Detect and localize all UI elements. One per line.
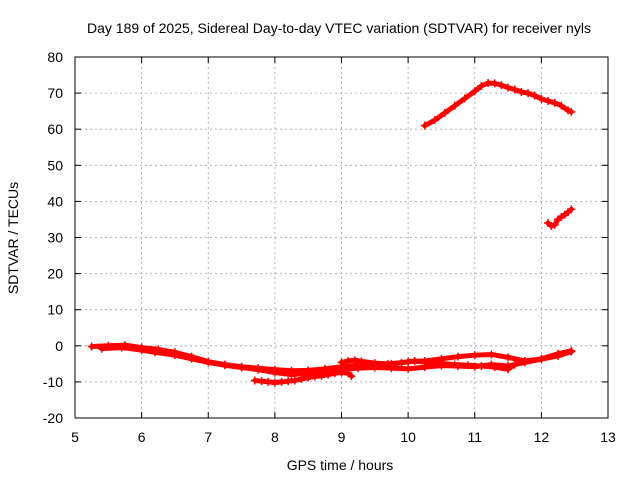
- y-tick-label: -10: [43, 374, 63, 390]
- data-point: [150, 348, 159, 357]
- gridlines: [75, 57, 608, 418]
- series-track-low-c: [250, 368, 356, 387]
- data-point: [550, 98, 559, 107]
- data-point: [384, 359, 393, 368]
- x-tick-label: 12: [534, 429, 550, 445]
- data-point: [454, 352, 463, 361]
- data-point: [297, 375, 306, 384]
- data-point: [304, 373, 313, 382]
- y-tick-label: 50: [47, 157, 63, 173]
- data-point: [420, 121, 429, 130]
- data-point: [87, 342, 96, 351]
- data-point: [97, 344, 106, 353]
- y-tick-label: 10: [47, 302, 63, 318]
- data-point: [450, 101, 459, 110]
- x-tick-label: 10: [400, 429, 416, 445]
- data-point: [524, 89, 533, 98]
- data-point: [397, 358, 406, 367]
- data-point: [450, 360, 459, 369]
- data-point: [487, 350, 496, 359]
- data-point: [464, 361, 473, 370]
- data-point: [510, 85, 519, 94]
- series-track-mid: [544, 205, 576, 230]
- data-point: [324, 370, 333, 379]
- data-series: [87, 78, 576, 387]
- data-point: [117, 343, 126, 352]
- data-point: [490, 79, 499, 88]
- series-track-low-d: [337, 356, 519, 374]
- data-point: [187, 354, 196, 363]
- data-point: [504, 365, 513, 374]
- x-tick-label: 11: [467, 429, 482, 445]
- data-point: [537, 355, 546, 364]
- x-tick-label: 8: [271, 429, 279, 445]
- data-point: [520, 358, 529, 367]
- data-point: [517, 88, 526, 97]
- data-point: [510, 360, 519, 369]
- y-tick-label: 30: [47, 230, 63, 246]
- y-tick-label: -20: [43, 410, 63, 426]
- data-point: [497, 81, 506, 90]
- data-point: [504, 353, 513, 362]
- series-line: [422, 80, 574, 129]
- tick-labels: 5 6 7 8 9 10 11 12 13 -20 -10 0 10 20 30 40 50 60 70 80: [43, 49, 616, 445]
- data-point: [317, 371, 326, 380]
- data-point: [350, 356, 359, 365]
- y-tick-label: 40: [47, 193, 63, 209]
- data-point: [544, 97, 553, 106]
- data-point: [554, 351, 563, 360]
- data-point: [237, 363, 246, 372]
- data-point: [290, 376, 299, 385]
- data-point: [530, 91, 539, 100]
- data-point: [204, 358, 213, 367]
- data-point: [354, 364, 363, 373]
- data-point: [370, 359, 379, 368]
- x-axis-label: GPS time / hours: [287, 457, 394, 473]
- data-point: [550, 220, 559, 229]
- data-point: [470, 351, 479, 360]
- y-tick-label: 60: [47, 121, 63, 137]
- data-point: [270, 368, 279, 377]
- data-point: [460, 94, 469, 103]
- data-point: [567, 107, 576, 116]
- data-point: [440, 108, 449, 117]
- y-tick-label: 80: [47, 49, 63, 65]
- chart-title: Day 189 of 2025, Sidereal Day-to-day VTE…: [87, 20, 591, 36]
- data-point: [357, 357, 366, 366]
- y-tick-label: 0: [55, 338, 63, 354]
- data-point: [567, 205, 576, 214]
- x-tick-label: 7: [204, 429, 212, 445]
- data-point: [347, 372, 356, 381]
- data-point: [567, 347, 576, 356]
- data-point: [220, 361, 229, 370]
- data-point: [477, 81, 486, 90]
- x-tick-label: 13: [600, 429, 616, 445]
- y-axis-label: SDTVAR / TECUs: [5, 182, 21, 294]
- y-tick-label: 70: [47, 85, 63, 101]
- data-point: [490, 363, 499, 372]
- data-point: [537, 94, 546, 103]
- data-point: [137, 346, 146, 355]
- x-tick-label: 6: [138, 429, 146, 445]
- data-point: [287, 370, 296, 379]
- data-point: [404, 364, 413, 373]
- plot-frame: [74, 56, 609, 419]
- data-point: [430, 116, 439, 125]
- data-point: [477, 362, 486, 371]
- x-tick-label: 9: [338, 429, 346, 445]
- x-tick-label: 5: [71, 429, 79, 445]
- series-track-upper: [420, 78, 576, 130]
- data-point: [437, 359, 446, 368]
- data-point: [424, 358, 433, 367]
- data-point: [470, 87, 479, 96]
- data-point: [504, 83, 513, 92]
- y-tick-label: 20: [47, 266, 63, 282]
- data-point: [410, 356, 419, 365]
- data-point: [557, 101, 566, 110]
- data-point: [170, 351, 179, 360]
- data-point: [337, 358, 346, 367]
- data-point: [254, 365, 263, 374]
